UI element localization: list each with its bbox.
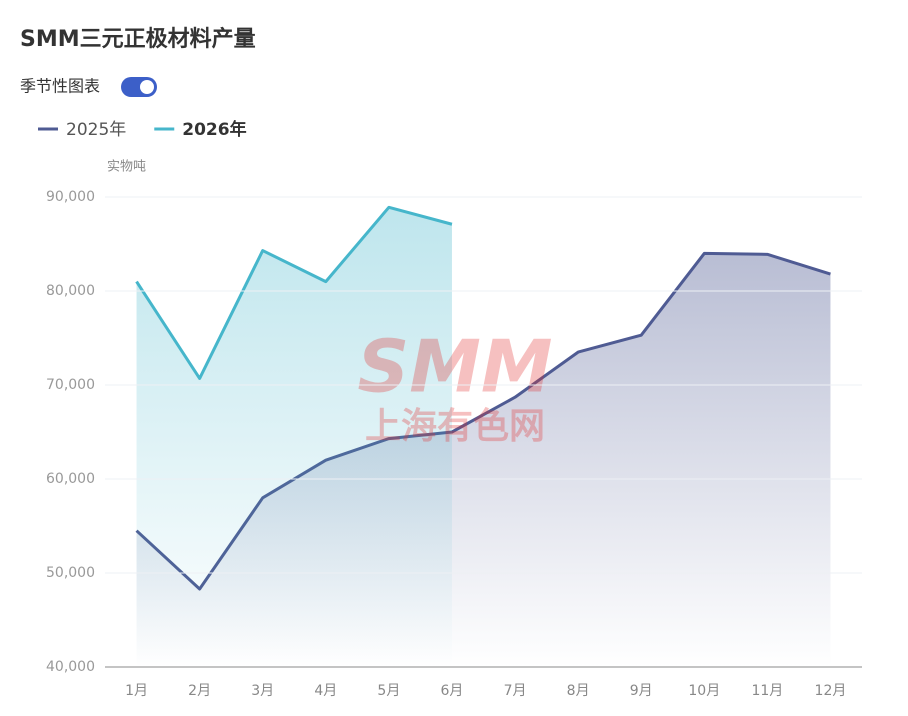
toggle-label: 季节性图表 [20,77,100,96]
x-tick-label: 3月 [251,683,274,699]
y-tick-label: 40,000 [46,659,95,675]
y-tick-label: 60,000 [46,471,95,487]
watermark: SMM [357,325,552,409]
legend-item[interactable]: 2025年 [38,120,126,140]
legend-label[interactable]: 2026年 [182,119,246,140]
toggle-knob[interactable] [140,80,154,94]
x-tick-label: 10月 [688,683,720,699]
x-tick-label: 7月 [504,683,527,699]
y-tick-label: 80,000 [46,283,95,299]
y-tick-label: 70,000 [46,377,95,393]
x-tick-label: 12月 [815,683,847,699]
y-tick-label: 90,000 [46,189,95,205]
y-axis-label: 实物吨 [107,160,146,175]
x-tick-label: 6月 [440,683,463,699]
x-tick-label: 8月 [567,683,590,699]
x-tick-label: 2月 [188,683,211,699]
y-tick-label: 50,000 [46,565,95,581]
legend-label[interactable]: 2025年 [66,120,126,140]
x-tick-label: 4月 [314,683,337,699]
chart-title: SMM三元正极材料产量 [20,27,256,52]
x-tick-label: 11月 [751,683,783,699]
series-line [135,205,453,380]
watermark: 上海有色网 [365,406,545,447]
area-fill [136,207,452,667]
x-tick-label: 1月 [125,683,148,699]
legend-item[interactable]: 2026年 [154,119,247,140]
x-tick-label: 9月 [630,683,653,699]
toggle-switch[interactable] [121,77,157,97]
x-tick-label: 5月 [377,683,400,699]
